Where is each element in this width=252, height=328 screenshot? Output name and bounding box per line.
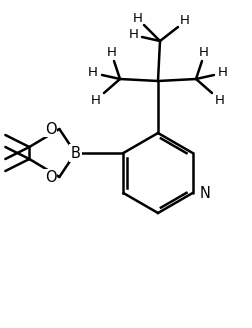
Text: H: H xyxy=(218,66,228,78)
Text: H: H xyxy=(88,66,98,78)
Text: H: H xyxy=(129,29,139,42)
Text: N: N xyxy=(200,186,210,200)
Text: H: H xyxy=(107,46,117,58)
Text: B: B xyxy=(70,146,80,160)
Text: H: H xyxy=(133,11,143,25)
Text: O: O xyxy=(45,121,56,136)
Text: H: H xyxy=(199,46,209,58)
Text: H: H xyxy=(180,14,190,28)
Text: O: O xyxy=(45,170,56,184)
Text: H: H xyxy=(91,94,101,108)
Text: H: H xyxy=(215,94,225,108)
